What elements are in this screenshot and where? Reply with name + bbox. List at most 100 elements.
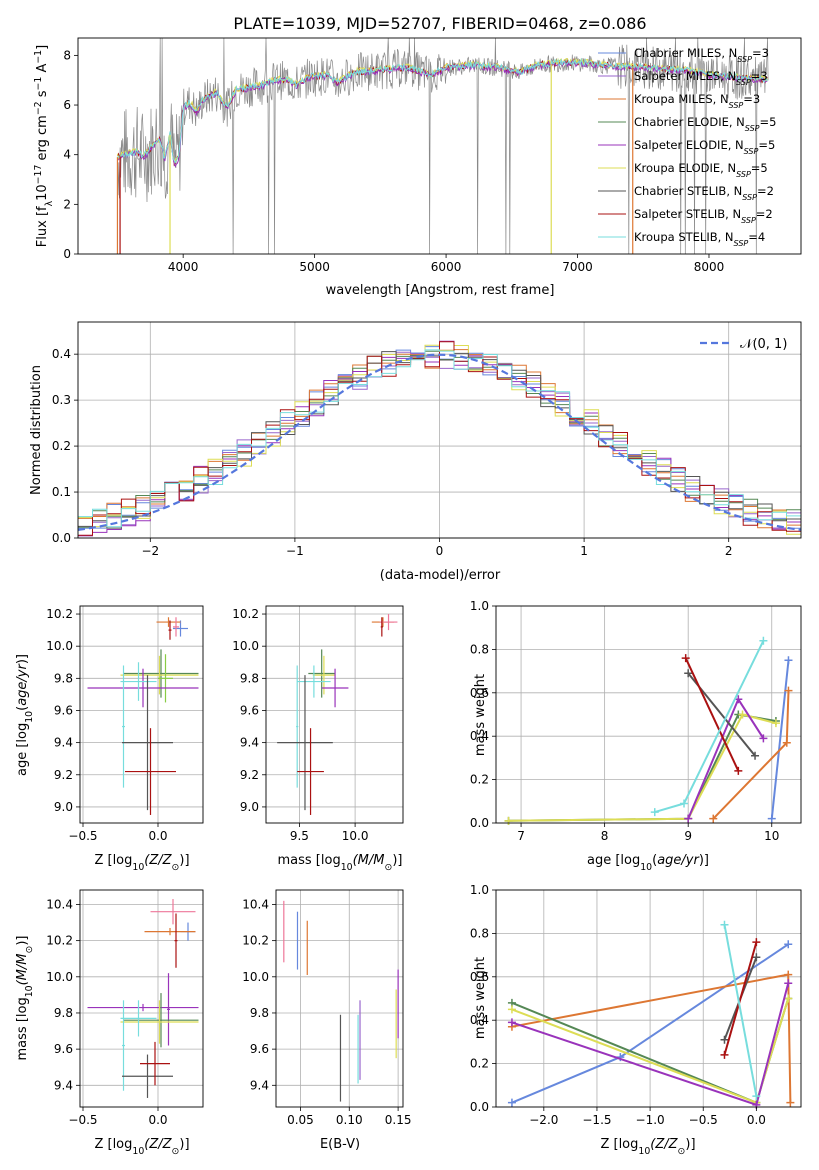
weight-point-marker [752, 953, 761, 962]
y-tick-label: 9.6 [240, 703, 259, 717]
y-tick-label: 9.6 [250, 1042, 269, 1056]
weight-point-marker [786, 1098, 795, 1107]
x-tick-label: 0.0 [747, 1113, 766, 1127]
y-tick-label: 9.4 [54, 736, 73, 750]
error-cross [125, 728, 176, 815]
x-tick-label: 0.15 [385, 1113, 412, 1127]
weight-point-marker [759, 734, 768, 743]
error-cross [308, 649, 336, 698]
y-tick-label: 1.0 [470, 599, 489, 613]
weight-point-marker [507, 1018, 516, 1027]
weight-point-marker [684, 669, 693, 678]
gaussian-reference-line [77, 353, 802, 531]
z-mass-x-label-part: Z [log [94, 1137, 132, 1152]
weight-point-marker [684, 814, 693, 823]
x-tick-label: 0.0 [148, 1113, 167, 1127]
z-weight-x-label-part: ⊙ [678, 1146, 686, 1157]
z-weight-x-label-part: Z [log [600, 1137, 638, 1152]
weight-point-marker [759, 636, 768, 645]
y-tick-label: 9.4 [250, 1078, 269, 1092]
z-age-y-label-part: ( [15, 706, 30, 711]
axes-frame [265, 605, 404, 824]
spectrum-data-line [117, 37, 769, 255]
legend-label-tail: =5 [751, 161, 768, 175]
error-cross [123, 649, 199, 698]
y-tick-label: 0.8 [470, 926, 489, 940]
error-cross [167, 973, 170, 1046]
x-tick-label: 0.10 [336, 1113, 363, 1127]
legend-label-text: Chabrier ELODIE, N [634, 115, 745, 129]
mass-age-x-label-part: )] [392, 853, 402, 868]
y-tick-label: 10.0 [242, 970, 269, 984]
weight-point-marker [504, 816, 513, 825]
error-cross [120, 662, 157, 701]
legend-label-tail: =5 [758, 138, 775, 152]
residual-y-label: Normed distribution [29, 365, 44, 495]
mass-age-x-label: mass [log10(M/M⊙)] [278, 853, 403, 873]
spectrum-model-line [116, 57, 768, 164]
axes-z-mass: −0.5 0.09.49.69.810.010.210.4Z [log10(Z/Z… [15, 889, 204, 1157]
axes-ebv-mass: 0.05 0.10 0.15 9.4 9.6 9.8 10.0 10.2 10.4 E(B-V) [242, 889, 412, 1152]
weight-point-marker [681, 654, 690, 663]
z-age-x-label-part: ⊙ [172, 862, 180, 873]
spectrum-model-line [116, 59, 768, 168]
legend-label-sub: SSP [734, 239, 749, 248]
legend-label-text: Chabrier MILES, N [634, 46, 737, 60]
residual-x-label: (data-model)/error [380, 568, 501, 583]
legend-label-sub: SSP [745, 124, 760, 133]
error-cross [87, 1003, 199, 1012]
axes-frame [79, 889, 204, 1108]
x-tick-label: 5000 [299, 260, 330, 274]
x-tick-label: 8000 [694, 260, 725, 274]
age-weight-x-label-part: ( [652, 853, 657, 868]
y-tick-label: 10.2 [242, 934, 269, 948]
legend-label: Kroupa MILES, NSSP=3 [634, 92, 760, 110]
y-tick-label: 9.8 [240, 671, 259, 685]
weight-point-marker [709, 814, 718, 823]
y-tick-label: 9.8 [54, 671, 73, 685]
y-tick-label: 8 [63, 48, 71, 62]
z-weight-x-label: Z [log10(Z/Z⊙)] [600, 1137, 695, 1157]
legend-label-sub: SSP [742, 193, 757, 202]
legend-label-tail: =3 [743, 92, 760, 106]
legend-label-tail: =3 [751, 69, 768, 83]
y-tick-label: 9.2 [54, 768, 73, 782]
error-cross [168, 620, 172, 640]
y-tick-label: 9.4 [54, 1078, 73, 1092]
weight-point-marker [720, 920, 729, 929]
legend-label-sub: SSP [744, 147, 759, 156]
weight-point-marker [752, 938, 761, 947]
weight-point-marker [507, 1098, 516, 1107]
legend-label-sub: SSP [741, 216, 756, 225]
x-tick-label: 0.0 [148, 829, 167, 843]
spectrum-y-label-part: −1 [33, 77, 44, 91]
residual-histogram-step [78, 349, 801, 528]
error-cross [173, 617, 179, 637]
y-tick-label: 9.4 [240, 736, 259, 750]
weight-point-marker [771, 719, 780, 728]
plot-area-z-weight [507, 920, 795, 1109]
y-tick-label: 9.0 [54, 800, 73, 814]
y-tick-label: 0.2 [52, 439, 71, 453]
ebv-mass-x-label: E(B-V) [320, 1137, 360, 1152]
y-tick-label: 0.0 [52, 531, 71, 545]
y-tick-label: 4 [63, 148, 71, 162]
z-mass-x-label-part: 10 [132, 1146, 144, 1157]
x-tick-label: 0.05 [287, 1113, 314, 1127]
x-tick-label: 9.5 [290, 829, 309, 843]
z-age-x-label-part: (Z/Z [144, 853, 172, 868]
x-tick-label: 1 [580, 544, 588, 558]
error-cross [321, 668, 349, 708]
spectrum-y-label-part: −2 [33, 101, 44, 115]
error-cross [150, 899, 196, 925]
y-tick-label: 0.2 [470, 1057, 489, 1071]
z-mass-x-label-part: ⊙ [172, 1146, 180, 1157]
weight-point-marker [734, 766, 743, 775]
x-tick-label: −1 [286, 544, 304, 558]
plot-area-z-mass [87, 899, 199, 1098]
weight-point-marker [720, 1035, 729, 1044]
error-cross [144, 927, 196, 936]
axes-frame [77, 321, 802, 539]
age-weight-x-label-part: 10 [640, 862, 652, 873]
